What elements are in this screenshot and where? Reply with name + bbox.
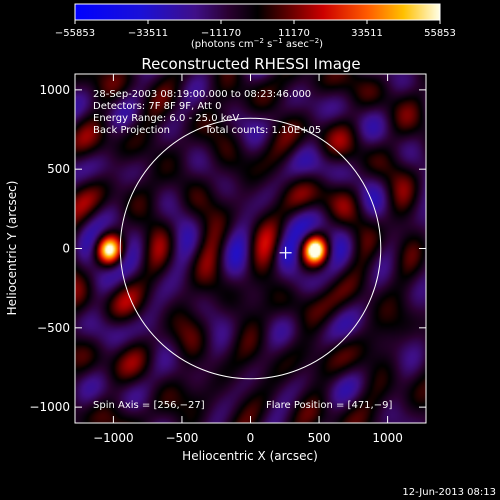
colorbar-ticks: −55853 −33511 −11170 11170 33511 55853 (55, 20, 456, 39)
annotation-detectors: Detectors: 7F 8F 9F, Att 0 (93, 101, 221, 112)
colorbar-tick-label: −11170 (201, 28, 241, 39)
annotation-counts: Total counts: 1.10E+05 (204, 125, 321, 136)
annotation-energy: Energy Range: 6.0 - 25.0 keV (93, 113, 239, 124)
colorbar-units: (photons cm−2 s−1 asec−2) (191, 37, 323, 50)
colorbar (75, 4, 440, 20)
colorbar-tick-label: −33511 (128, 28, 168, 39)
footer-timestamp: 12-Jun-2013 08:13 (402, 487, 496, 498)
colorbar-frame (74, 3, 441, 21)
axis-ticks: −1000 −500 0 500 1000 −1000 −500 0 500 1000 (29, 74, 426, 445)
solar-limb-circle (119, 117, 382, 380)
x-tick-label: 500 (308, 431, 331, 445)
annotation-block: 28-Sep-2003 08:19:00.000 to 08:23:46.000… (93, 89, 392, 411)
x-axis-label: Heliocentric X (arcsec) (182, 449, 318, 463)
annotation-method: Back Projection (93, 125, 170, 136)
plot-image (75, 74, 426, 423)
y-tick-label: 500 (47, 162, 70, 176)
y-axis-label: Heliocentric Y (arcsec) (5, 181, 19, 316)
x-tick-label: −500 (165, 431, 198, 445)
colorbar-tick-label: 55853 (424, 28, 456, 39)
x-tick-label: 0 (247, 431, 255, 445)
y-tick-label: −1000 (29, 400, 70, 414)
spin-axis-crosshair (279, 246, 292, 259)
annotation-time-range: 28-Sep-2003 08:19:00.000 to 08:23:46.000 (93, 89, 311, 100)
colorbar-tick-label: 11170 (278, 28, 310, 39)
x-tick-label: 1000 (372, 431, 403, 445)
annotation-flare-position: Flare Position = [471,−9] (266, 400, 392, 411)
y-tick-label: −500 (37, 321, 70, 335)
reconstructed-image (75, 74, 426, 423)
y-tick-label: 0 (62, 242, 70, 256)
colorbar-tick-label: −55853 (55, 28, 95, 39)
x-tick-label: −1000 (93, 431, 134, 445)
colorbar-tick-label: 33511 (351, 28, 383, 39)
chart-title: Reconstructed RHESSI Image (141, 55, 360, 73)
annotation-spin-axis: Spin Axis = [256,−27] (93, 400, 205, 411)
y-tick-label: 1000 (39, 83, 70, 97)
